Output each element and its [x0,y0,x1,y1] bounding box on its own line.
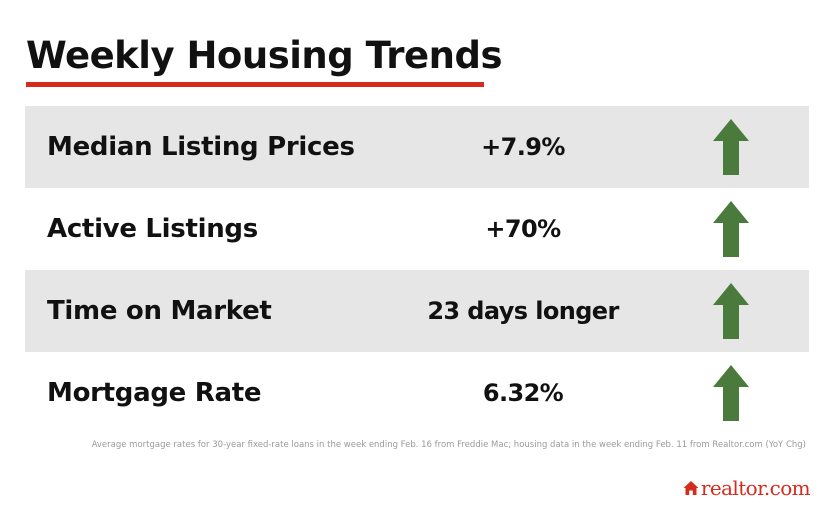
trend-value: +70% [485,215,561,243]
arrow-up-icon [713,119,749,175]
brand-wordmark: realtor.com [700,476,811,500]
trend-row: Median Listing Prices +7.9% [25,106,809,188]
trend-value: +7.9% [481,133,565,161]
trend-label: Time on Market [47,296,272,326]
page-title: Weekly Housing Trends [26,34,502,77]
house-icon [683,480,699,496]
source-footnote: Average mortgage rates for 30-year fixed… [91,440,806,450]
trend-label: Active Listings [47,214,258,244]
trend-label: Mortgage Rate [47,378,262,408]
trend-value: 23 days longer [427,297,619,325]
trend-row: Mortgage Rate 6.32% [25,352,809,434]
trend-row: Active Listings +70% [25,188,809,270]
trends-table: Median Listing Prices +7.9% Active Listi… [25,106,809,434]
trend-label: Median Listing Prices [47,132,355,162]
title-underline [26,82,484,87]
arrow-up-icon [713,201,749,257]
trend-row: Time on Market 23 days longer [25,270,809,352]
arrow-up-icon [713,283,749,339]
trend-value: 6.32% [482,379,564,407]
brand-logo: realtor.com [683,476,811,500]
arrow-up-icon [713,365,749,421]
